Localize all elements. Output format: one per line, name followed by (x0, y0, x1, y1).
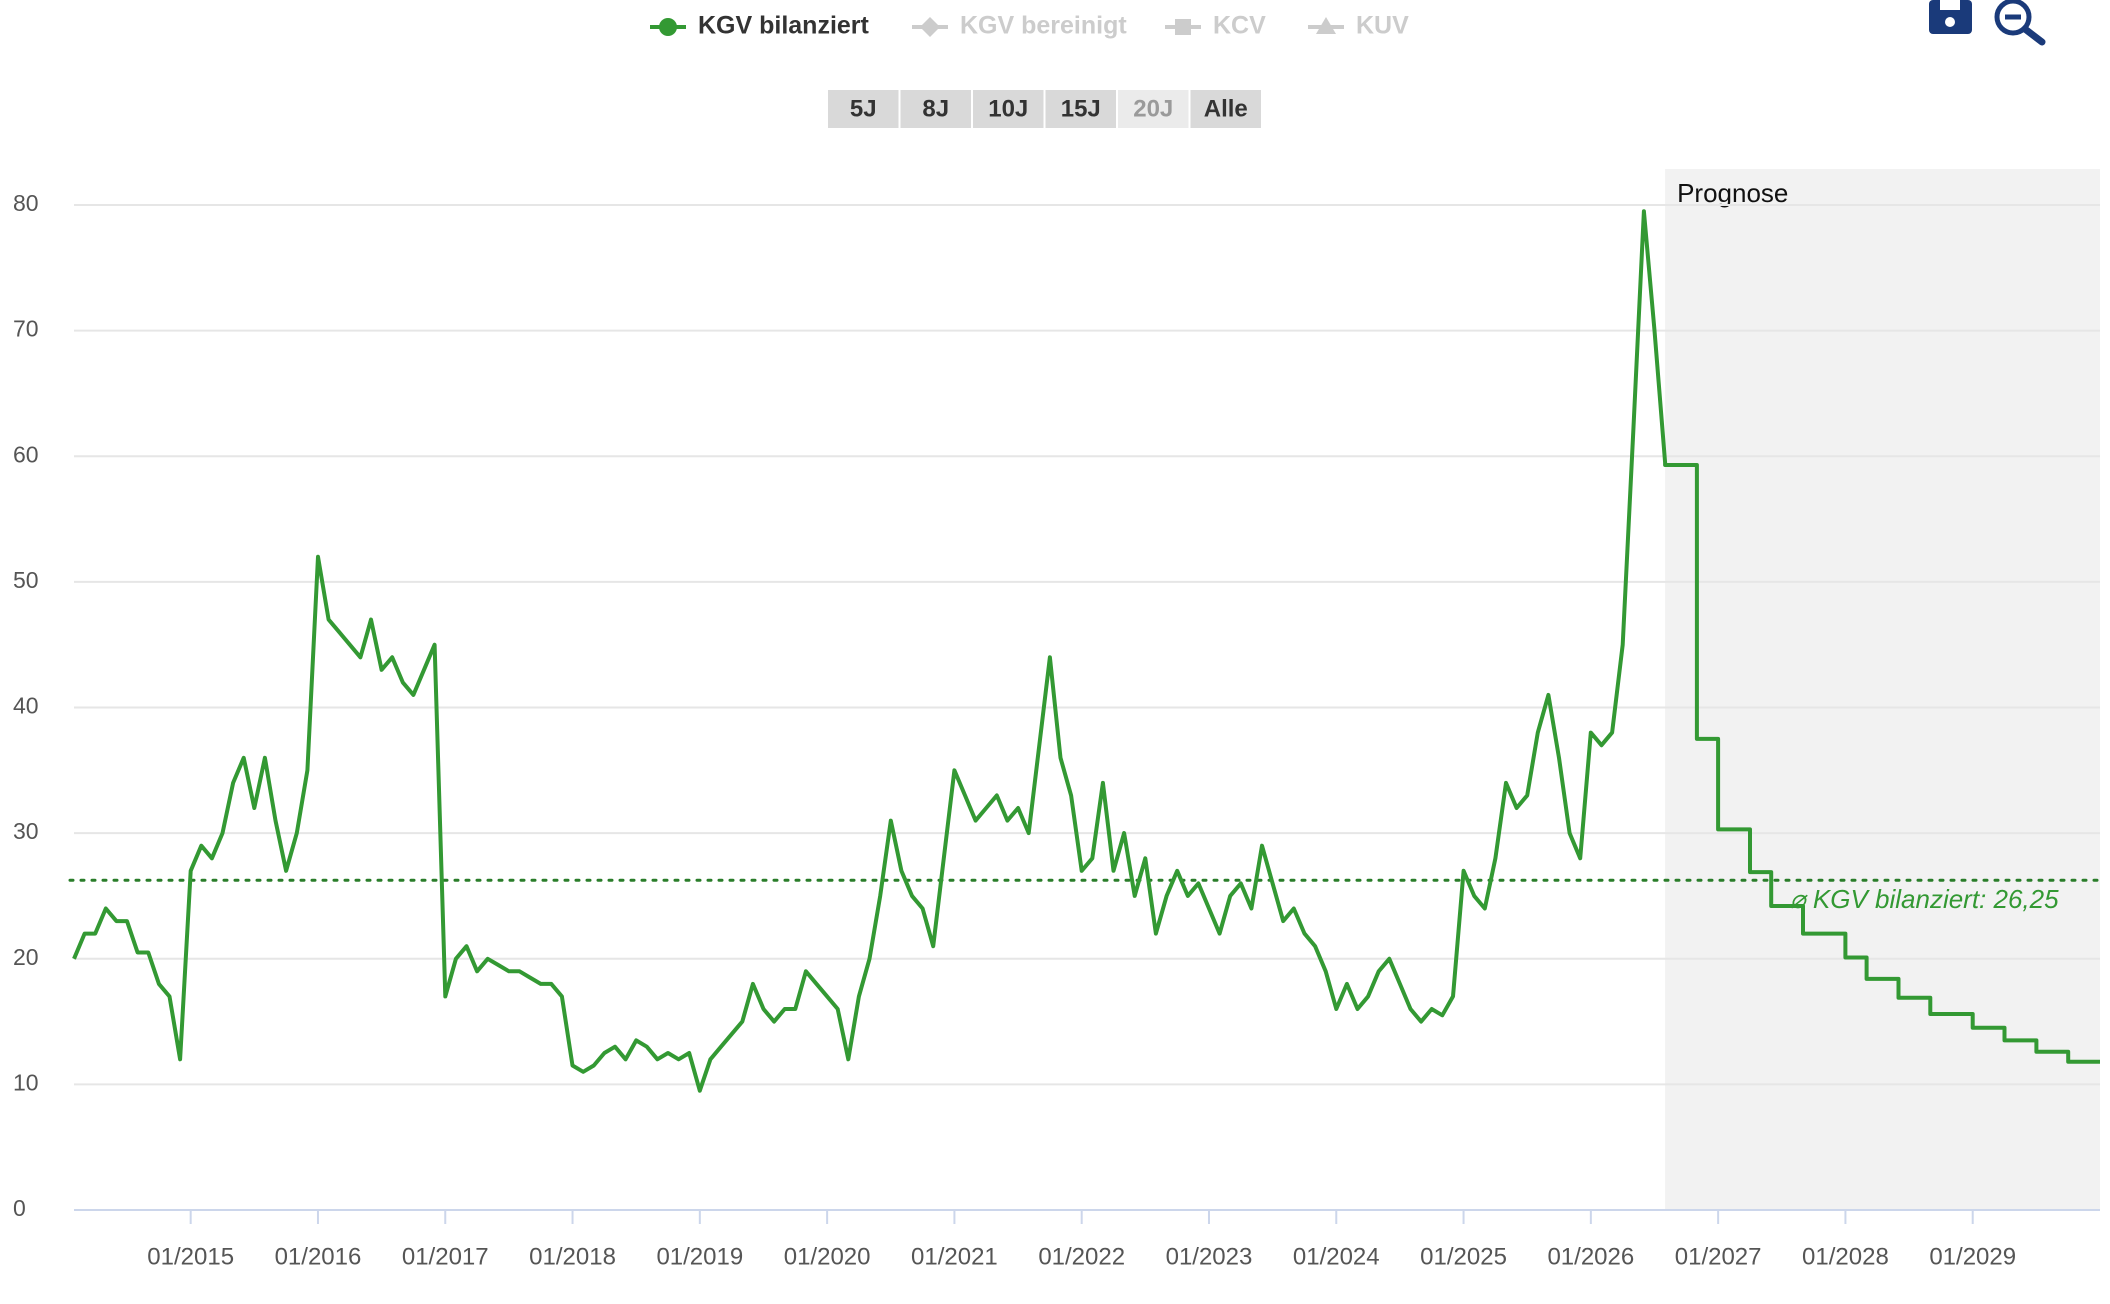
average-label: ⌀ KGV bilanziert: 26,25 (1790, 884, 2059, 914)
forecast-band (1665, 169, 2100, 1210)
legend-label: KUV (1356, 12, 1409, 40)
range-button-label: 20J (1133, 95, 1173, 122)
legend-item[interactable]: KCV (1165, 12, 1266, 40)
range-button-bg[interactable] (828, 90, 899, 128)
legend-marker (1175, 19, 1191, 35)
x-tick-label: 01/2019 (656, 1243, 743, 1270)
zoom-handle[interactable] (2021, 25, 2046, 46)
y-tick-label: 20 (13, 944, 39, 970)
zoom-out-icon[interactable] (1994, 0, 2046, 46)
x-tick-label: 01/2022 (1038, 1243, 1125, 1270)
legend-label: KGV bilanziert (698, 12, 870, 40)
legend-item[interactable]: KGV bilanziert (650, 12, 870, 40)
x-tick-label: 01/2016 (275, 1243, 362, 1270)
range-button-label[interactable]: Alle (1204, 95, 1248, 122)
range-button-bg[interactable] (1190, 90, 1262, 128)
zoom-ring[interactable] (1994, 0, 2032, 36)
x-tick-label: 01/2029 (1929, 1243, 2016, 1270)
x-tick-label: 01/2018 (529, 1243, 616, 1270)
y-tick-label: 70 (13, 316, 39, 342)
range-button-label[interactable]: 8J (922, 95, 949, 122)
range-button-label[interactable]: 15J (1061, 95, 1101, 122)
y-tick-label: 0 (13, 1195, 26, 1221)
y-tick-label: 80 (13, 190, 39, 216)
range-button-label[interactable]: 5J (850, 95, 877, 122)
range-button-bg[interactable] (900, 90, 972, 128)
x-tick-label: 01/2027 (1675, 1243, 1762, 1270)
legend-item[interactable]: KUV (1308, 12, 1409, 40)
legend-marker (920, 17, 940, 37)
save-icon-dot[interactable] (1945, 17, 1955, 27)
save-icon-body[interactable] (1929, 0, 1972, 34)
legend-label: KGV bereinigt (960, 12, 1127, 40)
legend-label: KCV (1213, 12, 1266, 40)
range-button[interactable]: 15J (1045, 90, 1117, 128)
x-tick-label: 01/2021 (911, 1243, 998, 1270)
series-line (72, 209, 2100, 1093)
x-tick-label: 01/2020 (784, 1243, 871, 1270)
y-tick-label: 30 (13, 818, 39, 844)
y-tick-label: 10 (13, 1069, 39, 1095)
range-button-bg (1118, 90, 1189, 128)
range-button-bg[interactable] (1045, 90, 1117, 128)
x-tick-label: 01/2023 (1166, 1243, 1253, 1270)
legend-marker (1316, 17, 1336, 34)
y-tick-label: 40 (13, 693, 39, 719)
y-tick-label: 60 (13, 441, 39, 467)
range-button: 20J (1118, 90, 1189, 128)
legend-marker (659, 18, 677, 36)
x-tick-label: 01/2028 (1802, 1243, 1889, 1270)
range-button[interactable]: Alle (1190, 90, 1262, 128)
y-tick-label: 50 (13, 567, 39, 593)
range-button[interactable]: 8J (900, 90, 972, 128)
range-button[interactable]: 10J (973, 90, 1044, 128)
forecast-label: Prognose (1677, 178, 1788, 208)
x-tick-label: 01/2024 (1293, 1243, 1380, 1270)
range-button[interactable]: 5J (828, 90, 899, 128)
save-icon-label[interactable] (1940, 0, 1960, 10)
range-button-bg[interactable] (973, 90, 1044, 128)
legend-item[interactable]: KGV bereinigt (912, 12, 1127, 40)
range-button-label[interactable]: 10J (988, 95, 1028, 122)
x-tick-label: 01/2017 (402, 1243, 489, 1270)
x-tick-label: 01/2025 (1420, 1243, 1507, 1270)
x-tick-label: 01/2015 (147, 1243, 234, 1270)
save-icon[interactable] (1929, 0, 1972, 34)
x-tick-label: 01/2026 (1547, 1243, 1634, 1270)
